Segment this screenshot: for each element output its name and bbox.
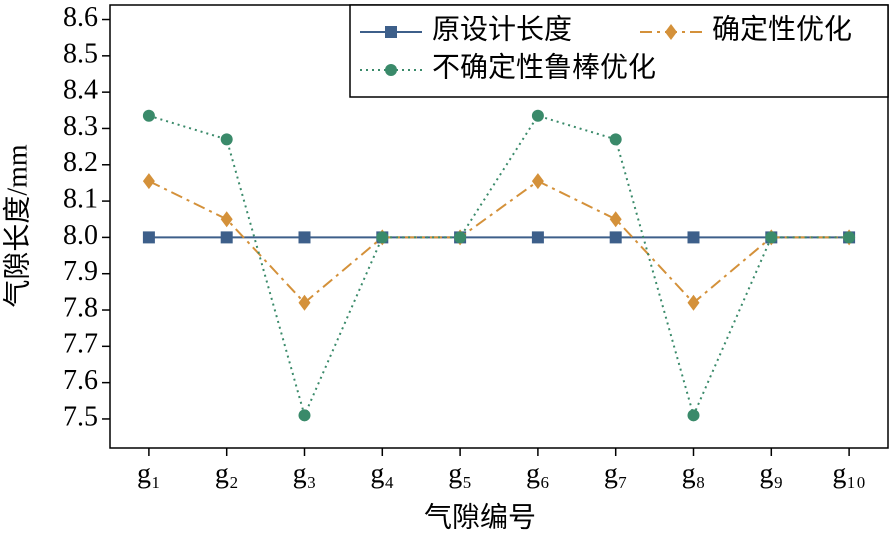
y-tick-label: 7.8: [63, 292, 98, 323]
marker: [687, 231, 700, 244]
x-tick-label: g₇: [604, 458, 628, 489]
y-axis-label: 气隙长度/mm: [1, 144, 33, 308]
y-tick-label: 7.5: [63, 401, 98, 432]
marker: [220, 133, 233, 146]
y-tick-label: 7.7: [63, 329, 98, 360]
series-line: [148, 114, 850, 419]
legend-box: [349, 4, 889, 98]
y-tick-label: 8.5: [63, 38, 98, 69]
x-axis-label: 气隙编号: [424, 501, 536, 533]
marker: [687, 409, 700, 422]
marker: [142, 231, 155, 244]
marker: [531, 173, 544, 190]
y-tick-label: 8.2: [63, 147, 98, 178]
legend-label: 原设计长度: [432, 13, 572, 45]
marker: [609, 231, 622, 244]
marker: [765, 231, 778, 244]
legend-label: 确定性优化: [712, 13, 852, 45]
marker: [220, 211, 233, 228]
x-tick-label: g₂: [215, 458, 239, 489]
marker: [220, 231, 233, 244]
x-tick-label: g₄: [370, 458, 394, 489]
x-tick-label: g₁: [137, 458, 161, 489]
marker: [298, 409, 311, 422]
x-tick-label: g₈: [682, 458, 706, 489]
legend-label: 不确定性鲁棒优化: [432, 51, 656, 83]
y-tick-label: 8.1: [63, 184, 98, 215]
x-tick-label: g₃: [293, 458, 317, 489]
y-tick-label: 7.6: [63, 365, 98, 396]
marker: [298, 231, 311, 244]
marker: [454, 231, 467, 244]
x-tick-label: g₉: [759, 458, 783, 489]
x-tick-label: g₁₀: [832, 458, 866, 489]
y-tick-label: 8.4: [63, 75, 98, 106]
marker: [843, 231, 856, 244]
x-tick-label: g₆: [526, 458, 550, 489]
marker: [376, 231, 389, 244]
y-tick-label: 8.0: [63, 220, 98, 251]
x-tick-label: g₅: [448, 458, 472, 489]
marker: [142, 109, 155, 122]
legend-marker: [385, 64, 397, 76]
marker: [609, 211, 622, 228]
series-line: [148, 179, 850, 305]
marker: [609, 133, 622, 146]
y-tick-label: 8.3: [63, 111, 98, 142]
legend-marker: [665, 24, 677, 40]
marker: [531, 231, 544, 244]
marker: [531, 109, 544, 122]
marker: [687, 294, 700, 311]
marker: [298, 294, 311, 311]
y-tick-label: 8.6: [63, 2, 98, 33]
y-tick-label: 7.9: [63, 256, 98, 287]
marker: [142, 173, 155, 190]
legend-marker: [385, 26, 397, 38]
